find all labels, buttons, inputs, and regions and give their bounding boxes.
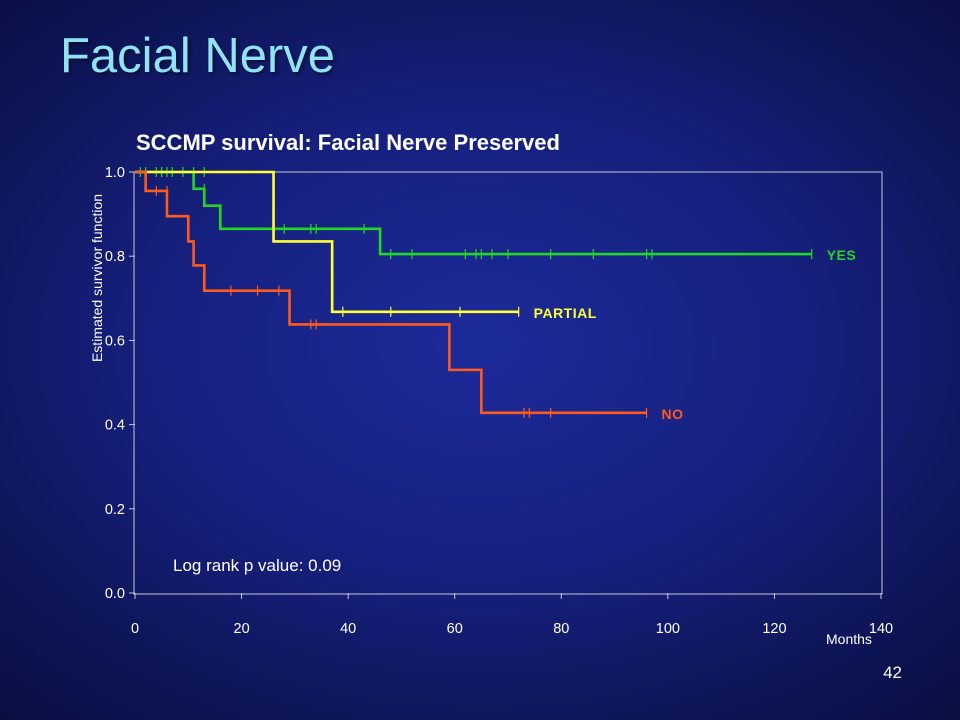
plot-frame — [133, 171, 883, 595]
log-rank-annotation: Log rank p value: 0.09 — [173, 556, 341, 575]
survival-curve-yes — [135, 170, 812, 256]
y-tick-label: 0.6 — [105, 333, 125, 349]
x-tick-label: 40 — [340, 621, 356, 637]
survival-curve-no — [135, 170, 647, 415]
y-axis-label: Estimated survivor function — [89, 194, 105, 362]
x-tick-label: 60 — [447, 621, 463, 637]
y-axis: 0.0 0.2 0.4 0.6 0.8 1.0 — [105, 165, 135, 602]
y-tick-label: 0.8 — [105, 249, 125, 265]
y-tick-label: 1.0 — [105, 165, 125, 181]
y-tick-label: 0.0 — [105, 586, 125, 602]
x-axis-label: Months — [826, 631, 872, 647]
series-yes: YES — [135, 167, 856, 263]
slide-title: Facial Nerve — [60, 29, 336, 83]
x-axis: 0 20 40 60 80 100 120 140 — [131, 593, 893, 637]
y-tick-label: 0.4 — [105, 418, 125, 434]
y-tick-label: 0.2 — [105, 502, 125, 518]
x-tick-label: 20 — [234, 621, 250, 637]
x-tick-label: 100 — [656, 621, 680, 637]
series-label-no: NO — [662, 406, 684, 422]
survival-curve-partial — [135, 170, 519, 314]
x-tick-label: 80 — [553, 621, 569, 637]
series-label-partial: PARTIAL — [534, 305, 597, 321]
series-partial: PARTIAL — [135, 170, 597, 321]
chart-title: SCCMP survival: Facial Nerve Preserved — [136, 130, 560, 155]
x-tick-label: 0 — [131, 621, 139, 637]
series-label-yes: YES — [827, 247, 857, 263]
x-tick-label: 120 — [762, 621, 786, 637]
x-tick-label: 140 — [869, 621, 893, 637]
series-layer: YES PARTIAL NO — [135, 167, 856, 422]
slide-number: 42 — [883, 663, 902, 682]
series-no: NO — [135, 170, 684, 422]
